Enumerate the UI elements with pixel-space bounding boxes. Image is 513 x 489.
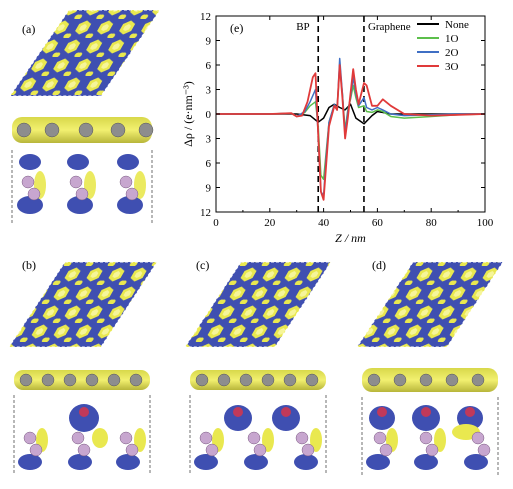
panel-b-side-view [13,370,151,475]
legend-label: 2O [445,47,459,59]
x-axis-label: Z / nm [335,231,366,245]
panel-a-side-view [11,117,154,225]
panel-c-side-view [189,370,327,475]
panel-b-top-view [8,261,158,348]
x-tick-label: 60 [372,217,384,229]
series-line-1o [216,65,486,181]
y-tick-label: 6 [206,60,212,72]
graphene-annotation: Graphene [368,21,411,33]
legend: None 1O 2O 3O [417,19,469,73]
x-tick-label: 0 [213,217,219,229]
panel-c-label: (c) [196,258,210,272]
panel-b-label: (b) [22,258,36,272]
x-tick-label: 20 [264,217,276,229]
panel-d-side-view [361,368,499,475]
bp-annotation: BP [296,21,309,33]
panel-d-top-view [356,261,504,348]
y-tick-label: 9 [206,183,212,195]
panel-e-label: (e) [230,21,243,35]
y-tick-label: 0 [206,109,212,121]
series-line-3o [216,64,486,201]
panel-c-top-view [184,261,332,348]
y-tick-label: 9 [206,36,212,48]
y-tick-label: 12 [200,11,211,23]
legend-label: 3O [445,61,459,73]
series-line-2o [216,57,485,197]
panel-d-label: (d) [372,258,386,272]
legend-label: None [445,19,469,31]
delta-rho-chart: BP Graphene (e) 0 20 40 60 80 10012963036912 … [181,11,494,245]
panel-a-label: (a) [22,22,36,36]
y-tick-label: 12 [200,207,211,219]
legend-label: 1O [445,33,459,45]
panel-a-top-view [9,9,161,97]
y-axis-label: Δρ / (e·nm⁻³) [181,81,195,147]
y-tick-label: 3 [206,85,212,97]
axes: 0 20 40 60 80 100 12 9 6 3 0 3 6 9 12 [200,11,494,229]
series-group [216,57,486,201]
x-tick-label: 40 [318,217,330,229]
x-tick-label: 80 [426,217,438,229]
x-tick-label: 100 [477,217,494,229]
y-tick-label: 3 [206,134,212,146]
y-tick-label: 6 [206,158,212,170]
